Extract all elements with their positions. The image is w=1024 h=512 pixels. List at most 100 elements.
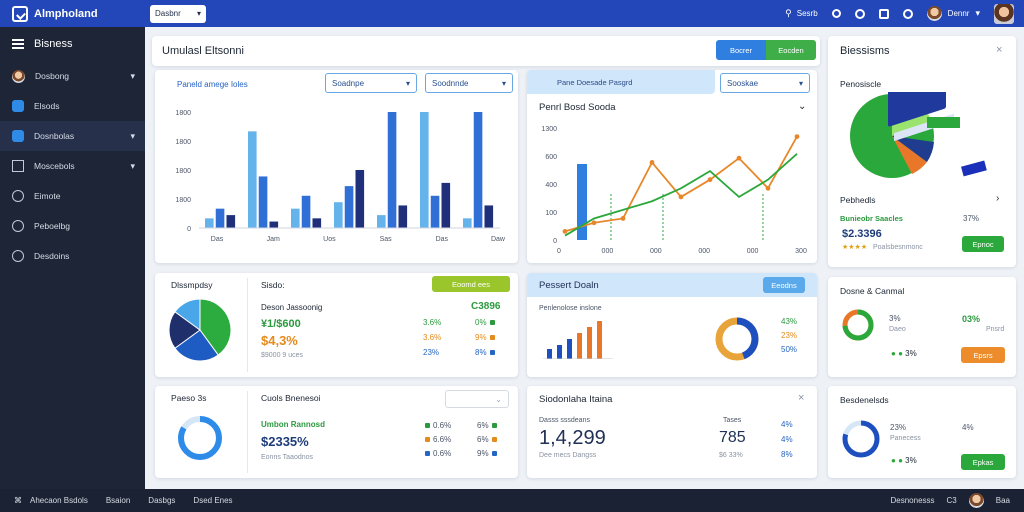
apps-icon[interactable]	[878, 8, 889, 19]
menu-icon[interactable]	[12, 38, 24, 50]
footer-item[interactable]: Dasbgs	[148, 496, 176, 505]
footer-right-c[interactable]: Baa	[995, 496, 1010, 505]
x-tick-label: 000	[650, 248, 662, 255]
y-tick-label: 1800	[175, 110, 191, 117]
close-icon[interactable]: ×	[798, 392, 805, 404]
status-dots-icon: ● ● 3%	[891, 456, 917, 465]
sidebar-item-0[interactable]: Dosbong ▾	[0, 61, 145, 91]
help-icon[interactable]	[854, 8, 865, 19]
line-chart-title: Penrl Bosd Sooda	[539, 102, 616, 113]
legend-swatch-icon	[425, 451, 430, 456]
side-row-button-label: Epnoc	[972, 239, 994, 249]
totals-mid-value: 785	[719, 429, 746, 446]
side-row-sub: Poalsbesnmonc	[873, 244, 923, 251]
filter-dropdown-b[interactable]: Soodnnde ▾	[425, 73, 513, 93]
footer-right-a[interactable]: Desnonesss	[890, 496, 935, 505]
secondary-button-label: Eocden	[778, 45, 804, 55]
sidebar-header[interactable]: Bisness	[0, 27, 145, 61]
x-tick-label: Daw	[491, 236, 506, 243]
ring-card-select[interactable]: ⌄	[445, 390, 509, 408]
balance-pct-b: 4%	[962, 423, 974, 432]
donut-summary-button[interactable]: Epsrs	[961, 347, 1005, 363]
footer-right-b[interactable]: C3	[946, 496, 957, 505]
footer-item[interactable]: Ahecaon Bsdols	[30, 496, 88, 505]
performance-pill[interactable]: Eeodns	[763, 277, 805, 293]
x-tick-label: Uos	[323, 236, 336, 243]
bar	[344, 186, 354, 228]
donut-summary-title: Dosne & Canmal	[840, 286, 905, 296]
sidebar-item-2[interactable]: Dosnbolas ▾	[0, 121, 145, 151]
y-tick-label: 1800	[175, 139, 191, 146]
distribution-card: Dlssmpdsy Sisdo: Eoomd ees Deson Jassoon…	[155, 273, 518, 377]
avatar-icon	[12, 69, 25, 83]
mini-bar-chart	[543, 321, 613, 359]
primary-button[interactable]: Bocrer	[716, 40, 766, 60]
stat-pct: 23%	[781, 331, 798, 340]
ring-card-foot: Eonns Taaodnos	[261, 454, 314, 461]
pie-slice	[199, 298, 232, 356]
divider	[247, 278, 248, 372]
legend-swatch-icon	[491, 423, 497, 428]
side-row-value: $2.3396	[842, 228, 882, 240]
footer-item[interactable]: Dsed Enes	[193, 496, 233, 505]
performance-pill-label: Eeodns	[771, 280, 797, 290]
close-icon[interactable]: ×	[996, 44, 1003, 56]
chevron-down-icon[interactable]: ⌄	[798, 101, 807, 112]
bar	[291, 208, 300, 228]
search-button[interactable]: ⚲ Sesrb	[785, 8, 818, 19]
side-row-button[interactable]: Epnoc	[962, 236, 1004, 252]
stat-value: 0%	[475, 318, 495, 327]
series-line	[564, 153, 798, 237]
divider	[247, 391, 248, 473]
balance-button[interactable]: Epkas	[961, 454, 1005, 470]
magnify-icon[interactable]	[831, 9, 841, 18]
bar	[377, 215, 386, 228]
filter-a-label: Soadnpe	[332, 78, 365, 88]
sidebar-item-4[interactable]: Eimote	[0, 181, 145, 211]
filter-b-label: Soodnnde	[432, 78, 469, 88]
secondary-button[interactable]: Eocden	[766, 40, 816, 60]
line-chart-banner-label: Pane Doesade Pasgrd	[557, 78, 633, 87]
sidebar-item-5[interactable]: Peboelbg	[0, 211, 145, 241]
distribution-value-2: $4,3%	[261, 333, 298, 348]
view-select[interactable]: Dasbnr ▾	[150, 4, 206, 23]
stat-pct: 6.6%	[433, 435, 452, 444]
legend-swatch-icon	[491, 451, 497, 456]
donut-summary-right-pct: 03%	[962, 314, 981, 324]
filter-dropdown-a[interactable]: Soadnpe ▾	[325, 73, 417, 93]
sidebar-item-1[interactable]: Elsods	[0, 91, 145, 121]
avatar[interactable]	[968, 493, 984, 508]
notification-icon[interactable]	[902, 8, 913, 19]
legend-swatch-icon	[489, 350, 495, 355]
chevron-down-icon: ▾	[130, 160, 135, 171]
totals-value: 1,4,299	[539, 427, 606, 449]
bar	[398, 205, 408, 228]
line-filter-label: Sooskae	[727, 78, 759, 88]
page-title: Umulasl Eltsonni	[162, 45, 244, 57]
card-icon	[961, 160, 987, 177]
app-title: Almpholand	[34, 7, 98, 20]
brand[interactable]: Almpholand	[0, 5, 150, 22]
footer-item[interactable]: Bsaion	[105, 496, 131, 505]
side-row-title: Pebhedls	[840, 195, 876, 205]
x-tick-label: Das	[211, 236, 224, 243]
sidebar-item-3[interactable]: Moscebols ▾	[0, 151, 145, 181]
data-point	[620, 216, 626, 221]
performance-sub: Penlenolose inslone	[539, 305, 602, 312]
bar	[334, 202, 343, 228]
stat-value-text: 8%	[475, 348, 487, 357]
chevron-down-icon: ▾	[798, 78, 803, 88]
profile-avatar[interactable]	[994, 3, 1014, 24]
search-icon: ⚲	[785, 8, 792, 18]
line-chart-filter[interactable]: Sooskae ▾	[720, 73, 810, 93]
chevron-right-icon[interactable]: ›	[996, 193, 1000, 204]
sidebar-item-6[interactable]: Desdoins	[0, 241, 145, 271]
stat-pct: 43%	[781, 317, 798, 326]
distribution-pill[interactable]: Eoomd ees	[432, 276, 510, 292]
data-point	[591, 220, 597, 226]
y-tick-label: 1800	[175, 197, 191, 204]
stat-row: 9%	[477, 449, 497, 458]
distribution-right-head: C3896	[471, 301, 501, 312]
user-menu[interactable]: Dennr ▾	[926, 6, 980, 21]
bar	[205, 218, 214, 228]
